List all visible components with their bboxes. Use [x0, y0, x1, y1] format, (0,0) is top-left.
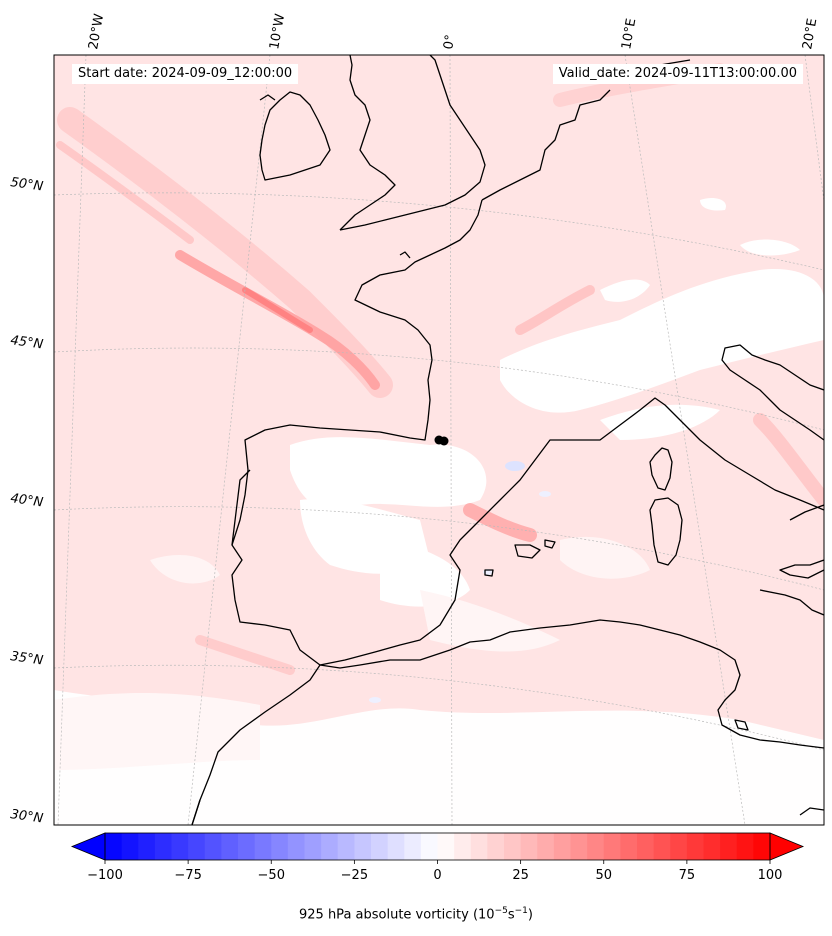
colorbar-segment [154, 833, 173, 860]
colorbar-tick-label: 0 [433, 868, 441, 883]
colorbar-tick-label: −100 [87, 868, 123, 883]
colorbar-label: 925 hPa absolute vorticity (10−5s−1) [299, 906, 533, 923]
lat-label: 45°N [9, 333, 44, 352]
ireland-coast [259, 91, 331, 181]
colorbar-segment [620, 833, 638, 860]
map-frame [53, 54, 825, 826]
lon-label: 0° [441, 34, 458, 51]
colorbar-segment [753, 833, 771, 860]
colorbar-tick-label: −50 [258, 868, 285, 883]
colorbar-extend-max [769, 832, 805, 861]
colorbar-segment [720, 833, 738, 860]
colorbar-segment [420, 833, 439, 860]
colorbar-segment [204, 833, 222, 860]
colorbar-segment [603, 833, 621, 860]
colorbar-segment [670, 833, 688, 860]
colorbar-segment [121, 833, 139, 860]
start-date-label: Start date: 2024-09-09_12:00:00 [72, 64, 299, 84]
colorbar-segment [138, 833, 156, 860]
colorbar-segment [537, 833, 555, 860]
valid-date-label: Valid_date: 2024-09-11T13:00:00.00 [552, 64, 803, 84]
colorbar-segment [271, 833, 289, 860]
lon-label: 10°E [619, 17, 639, 50]
colorbar-segment [587, 833, 605, 860]
colorbar-segment [188, 833, 206, 860]
gridlines [54, 55, 824, 825]
north-africa-coast [191, 799, 201, 825]
lon-label: 20°E [800, 17, 820, 50]
colorbar-segment [736, 833, 754, 860]
colorbar-segment [254, 833, 272, 860]
colorbar-segment [520, 833, 538, 860]
colorbar-tick-label: −25 [341, 868, 368, 883]
colorbar-segment [454, 833, 472, 860]
colorbar-segment [637, 833, 655, 860]
britain-coast [339, 55, 486, 231]
colorbar-segment [404, 833, 422, 860]
colorbar-segment [371, 833, 389, 860]
lat-label: 35°N [9, 649, 44, 668]
colorbar-segment [171, 833, 189, 860]
iberia-france-coast [191, 397, 824, 825]
location-marker [434, 435, 449, 446]
colorbar-segment [504, 833, 522, 860]
colorbar-tick-label: 100 [758, 868, 783, 883]
colorbar-segment [304, 833, 322, 860]
corsica-coast [649, 447, 673, 491]
colorbar-segment [238, 833, 256, 860]
colorbar-segment [221, 833, 239, 860]
colorbar-segment [354, 833, 372, 860]
coastlines [191, 55, 824, 825]
colorbar-ticks: −100 −75 −50 −25 0 25 50 75 100 [87, 860, 782, 883]
colorbar [70, 832, 805, 861]
colorbar-segment [387, 833, 405, 860]
sardinia-coast [649, 497, 683, 566]
colorbar-tick-label: 25 [512, 868, 529, 883]
colorbar-segment [105, 833, 123, 860]
colorbar-segment [570, 833, 588, 860]
colorbar-segment [703, 833, 721, 860]
colorbar-tick-label: −75 [174, 868, 201, 883]
colorbar-segment [437, 833, 455, 860]
colorbar-segment [470, 833, 488, 860]
lat-label: 30°N [9, 807, 44, 826]
colorbar-tick-label: 75 [679, 868, 696, 883]
colorbar-tick-label: 50 [595, 868, 612, 883]
italy-coast [721, 344, 824, 441]
latitude-labels: 50°N 45°N 40°N 35°N 30°N [9, 175, 44, 826]
low-vorticity-regions [54, 198, 824, 825]
colorbar-segment [321, 833, 339, 860]
colorbar-segment [686, 833, 705, 860]
colorbar-segment [487, 833, 505, 860]
balearic-coast [514, 544, 541, 559]
colorbar-segment [553, 833, 572, 860]
colorbar-extend-min [70, 832, 106, 861]
lat-label: 50°N [9, 175, 44, 194]
colorbar-segment [653, 833, 671, 860]
colorbar-segment [287, 833, 306, 860]
lat-label: 40°N [9, 491, 44, 510]
lon-label: 20°W [86, 13, 107, 51]
colorbar-segment [337, 833, 355, 860]
longitude-labels: 20°W 10°W 0° 10°E 20°E [86, 13, 820, 51]
lon-label: 10°W [267, 13, 288, 51]
high-vorticity-bands [56, 63, 824, 675]
